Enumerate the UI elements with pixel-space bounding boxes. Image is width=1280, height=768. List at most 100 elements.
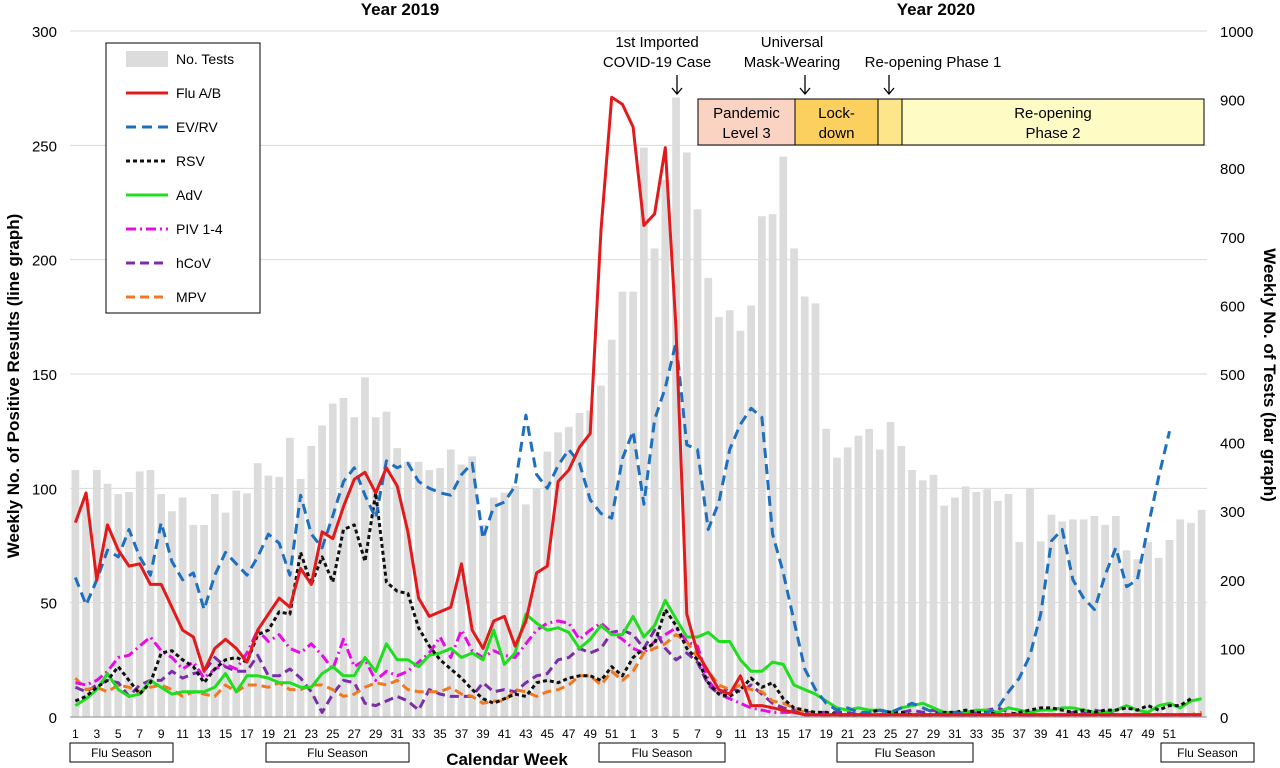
line-mpv (74, 633, 1202, 717)
legend-label: PIV 1-4 (176, 221, 223, 237)
bar-tests (168, 511, 176, 717)
bar-tests (468, 456, 477, 717)
axes: 0 50 100 150 200 250 300 0 100 200 300 400 500 600 700… (32, 24, 1253, 741)
bar-tests (114, 494, 123, 717)
phase-box (697, 98, 796, 146)
x-tick-label: 45 (1098, 727, 1112, 741)
bar-tests (500, 492, 509, 717)
x-tick-label: 17 (798, 727, 812, 741)
legend-label: RSV (176, 153, 205, 169)
bar-tests (661, 179, 670, 717)
bar-tests (854, 435, 863, 717)
annotation-label-line: Re-opening Phase 1 (865, 54, 1002, 71)
bar-tests (1111, 516, 1120, 717)
flu-season-label: Flu Season (875, 746, 936, 760)
bar-tests (253, 463, 262, 717)
bar-tests (286, 437, 294, 717)
bar-tests (210, 494, 219, 717)
flu-season-box (836, 742, 974, 763)
line-adv (74, 598, 1202, 714)
bar-tests (575, 413, 584, 717)
x-tick-label: 47 (562, 727, 576, 741)
bar-tests (972, 491, 981, 717)
year-label-2019: Year 2019 (361, 0, 439, 19)
x-tick-label: 13 (197, 727, 211, 741)
x-tick-label: 21 (283, 727, 297, 741)
bar-tests (597, 385, 605, 717)
bar-tests (918, 480, 927, 717)
bar-tests (339, 398, 348, 717)
bar-tests (1133, 559, 1142, 717)
bar-tests (1176, 519, 1185, 717)
phase-box-label-line: Level 3 (722, 125, 770, 142)
annotation-label: Universal Mask-Wearing (744, 34, 840, 71)
x-tick-label: 11 (734, 727, 747, 741)
bar-tests (489, 497, 498, 717)
year-label-2020: Year 2020 (897, 0, 975, 19)
x-tick-label: 1 (72, 727, 79, 741)
x-tick-label: 37 (1013, 727, 1027, 741)
bar-tests (983, 489, 991, 717)
x-tick-label: 9 (716, 727, 723, 741)
legend-label: MPV (176, 289, 207, 305)
x-tick-label: 41 (1056, 727, 1070, 741)
phase-box (877, 98, 903, 146)
bar-tests (693, 209, 702, 718)
x-tick-label: 39 (476, 727, 490, 741)
bar-tests (425, 470, 434, 717)
bar-tests (779, 156, 788, 718)
bar-tests (1079, 519, 1088, 717)
x-axis-label: Calendar Week (446, 750, 568, 768)
phase-box-label-line: Lock- (818, 105, 855, 122)
bar-tests (747, 305, 755, 717)
y-right-tick-label: 100 (1220, 641, 1245, 658)
bar-tests (1015, 542, 1024, 717)
line-series (73, 95, 1202, 717)
bar-tests (725, 310, 734, 717)
x-tick-label: 7 (136, 727, 143, 741)
bar-tests (704, 277, 713, 717)
bar-tests (361, 377, 369, 717)
bar-tests (1036, 541, 1045, 717)
legend-box (105, 42, 261, 314)
bar-tests (961, 486, 970, 717)
bar-tests (522, 504, 530, 717)
bar-tests (640, 147, 648, 717)
bar-tests (554, 432, 562, 717)
bar-tests (811, 303, 820, 717)
x-tick-label: 35 (433, 727, 447, 741)
x-tick-label: 23 (862, 727, 876, 741)
bar-tests (125, 491, 133, 717)
bar-tests (886, 422, 895, 717)
bar-tests (146, 470, 155, 717)
bar-tests (650, 248, 659, 717)
x-tick-label: 41 (498, 727, 512, 741)
bar-tests (1058, 521, 1067, 717)
bar-tests (243, 493, 251, 717)
y-left-tick-label: 100 (32, 481, 57, 498)
x-tick-label: 29 (927, 727, 941, 741)
bar-tests (1187, 522, 1195, 717)
y-left-tick-label: 200 (32, 253, 57, 270)
bar-tests (897, 446, 906, 717)
line-flu-a-b (73, 95, 1202, 717)
annotation-label: 1st Imported COVID-19 Case (603, 34, 711, 71)
x-tick-label: 33 (970, 727, 984, 741)
bar-tests (564, 426, 573, 717)
x-tick-label: 3 (651, 727, 658, 741)
x-tick-label: 19 (820, 727, 834, 741)
bar-tests (800, 296, 809, 717)
bar-tests (993, 500, 1002, 717)
bar-tests (511, 485, 520, 717)
bar-tests (951, 497, 959, 717)
bar-tests (178, 497, 187, 717)
flu-season-label: Flu Season (1177, 746, 1238, 760)
bar-tests (908, 470, 916, 717)
bar-tests (1026, 488, 1034, 717)
x-tick-label: 51 (605, 727, 619, 741)
phase-box (794, 98, 879, 146)
bar-tests (543, 451, 552, 717)
legend-label: AdV (176, 187, 203, 203)
x-tick-label: 13 (755, 727, 769, 741)
